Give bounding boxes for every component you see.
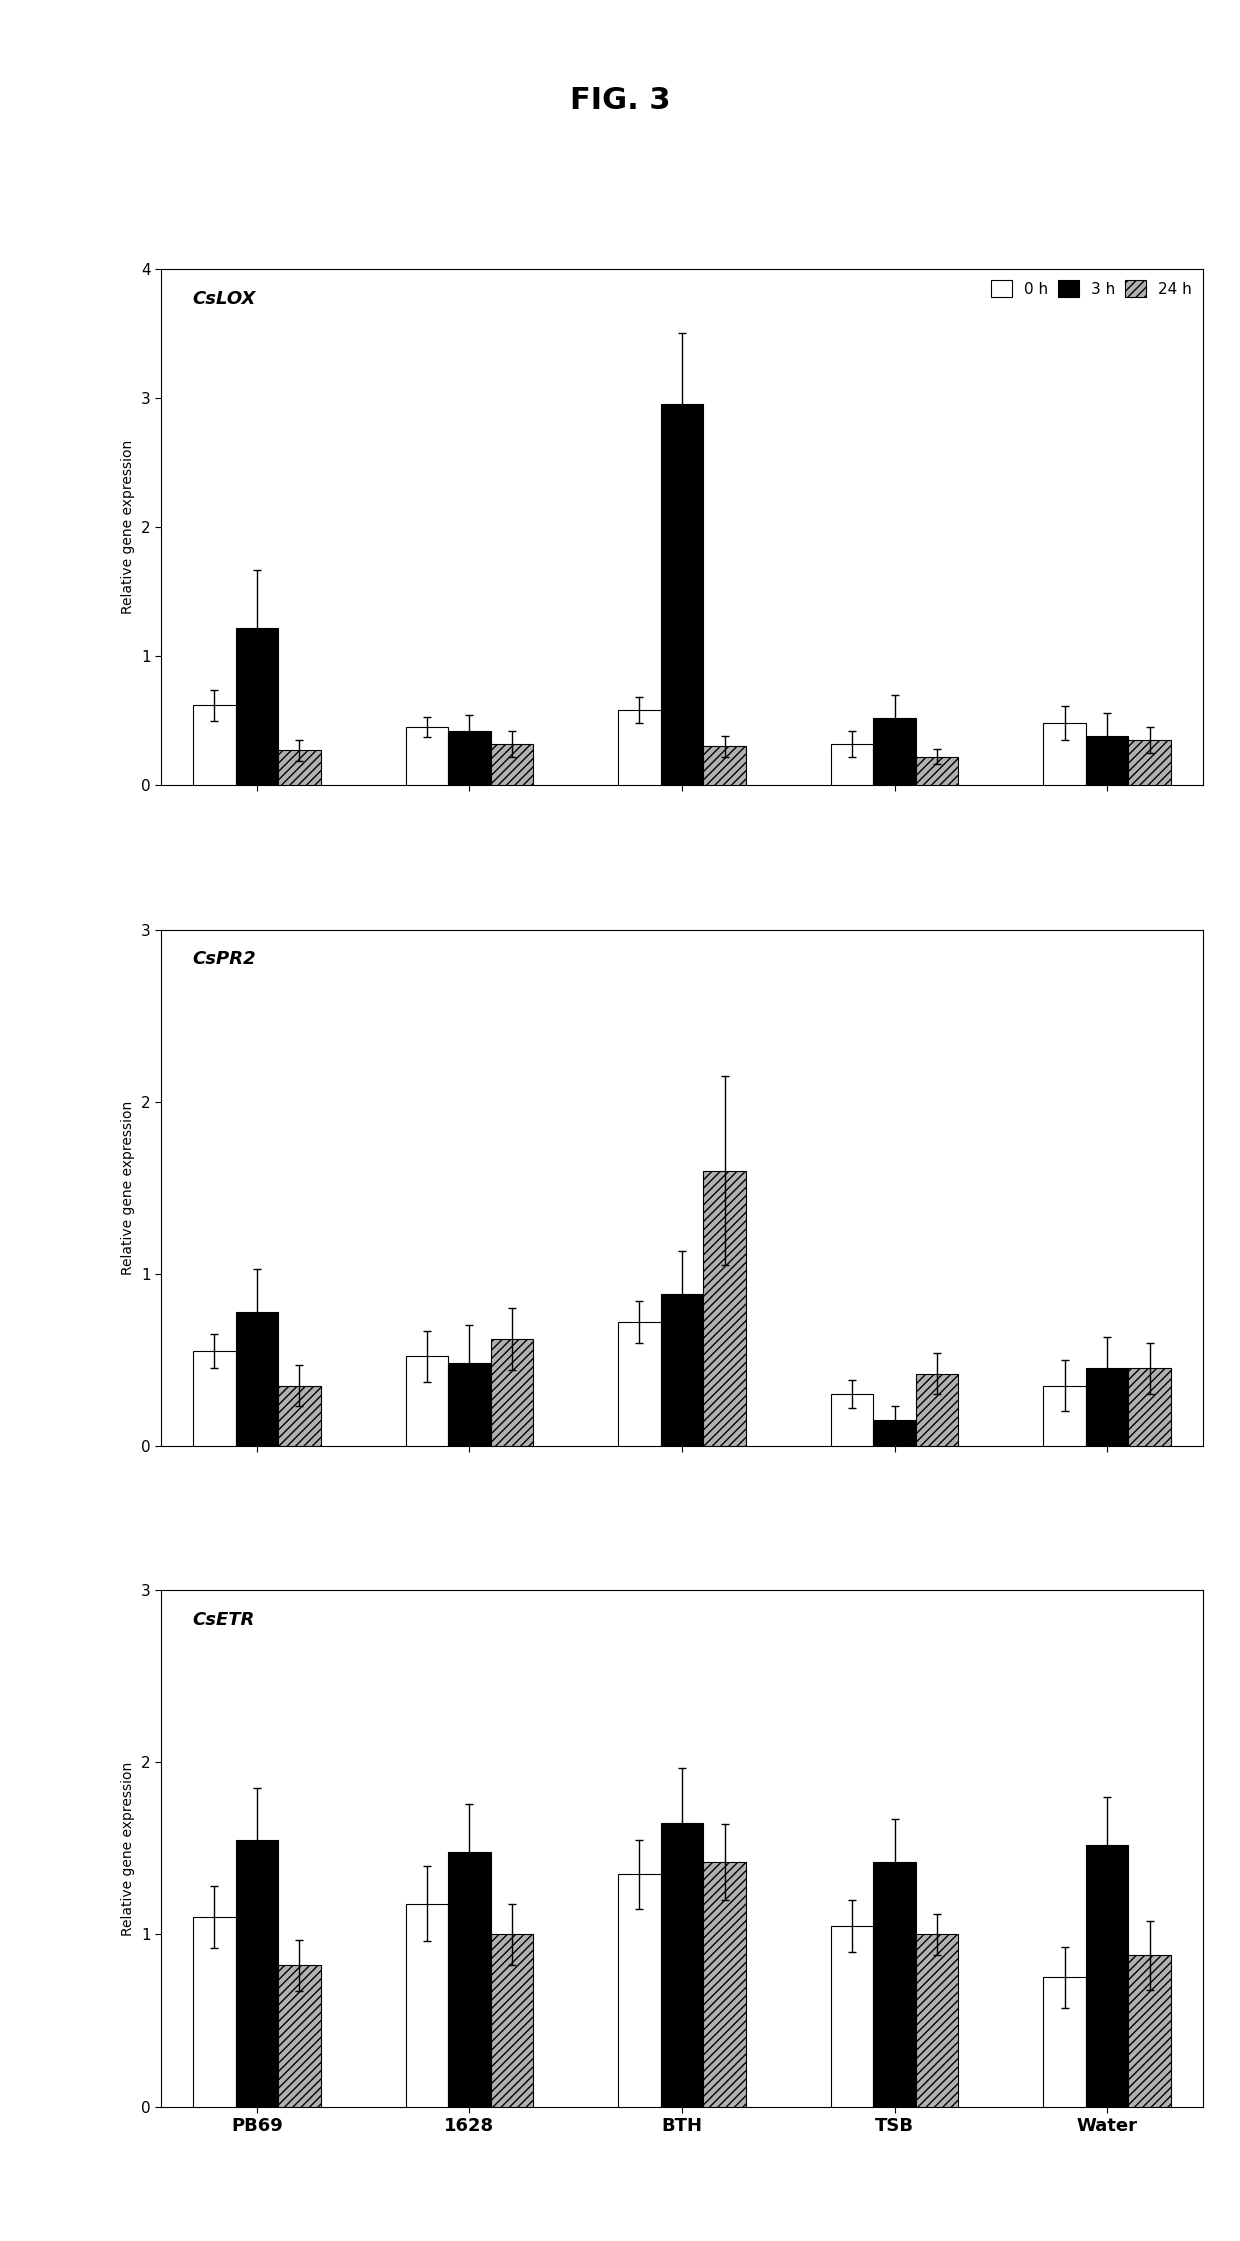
Bar [831,744,873,784]
Bar [1043,1977,1086,2107]
Bar [661,1295,703,1445]
Bar [1128,740,1171,784]
Bar [193,1918,236,2107]
Bar [278,1965,321,2107]
Text: CsPR2: CsPR2 [192,950,257,968]
Bar [873,1862,916,2107]
Bar [193,1351,236,1445]
Bar [916,1934,959,2107]
Bar [405,726,448,784]
Bar [916,1374,959,1445]
Bar [1086,1844,1128,2107]
Bar [1086,1369,1128,1445]
Bar [703,1170,745,1445]
Bar [448,731,491,784]
Bar [661,1822,703,2107]
Text: CsLOX: CsLOX [192,289,255,307]
Bar [1128,1369,1171,1445]
Bar [619,1873,661,2107]
Bar [405,1356,448,1445]
Bar [1128,1954,1171,2107]
Bar [405,1903,448,2107]
Bar [278,1385,321,1445]
Bar [448,1363,491,1445]
Bar [278,751,321,784]
Bar [831,1925,873,2107]
Text: FIG. 3: FIG. 3 [569,87,671,114]
Bar [236,1840,278,2107]
Bar [1043,1385,1086,1445]
Bar [448,1851,491,2107]
Bar [1043,724,1086,784]
Bar [873,1421,916,1445]
Legend: 0 h, 3 h, 24 h: 0 h, 3 h, 24 h [985,273,1198,303]
Bar [193,706,236,784]
Bar [236,1311,278,1445]
Bar [831,1394,873,1445]
Bar [916,757,959,784]
Y-axis label: Relative gene expression: Relative gene expression [122,1100,135,1275]
Bar [491,1934,533,2107]
Bar [619,710,661,784]
Bar [661,403,703,784]
Bar [619,1322,661,1445]
Text: CsETR: CsETR [192,1611,255,1629]
Bar [491,1340,533,1445]
Bar [236,627,278,784]
Bar [1086,735,1128,784]
Y-axis label: Relative gene expression: Relative gene expression [122,1761,135,1936]
Bar [703,746,745,784]
Bar [491,744,533,784]
Bar [703,1862,745,2107]
Y-axis label: Relative gene expression: Relative gene expression [122,439,135,614]
Bar [873,717,916,784]
